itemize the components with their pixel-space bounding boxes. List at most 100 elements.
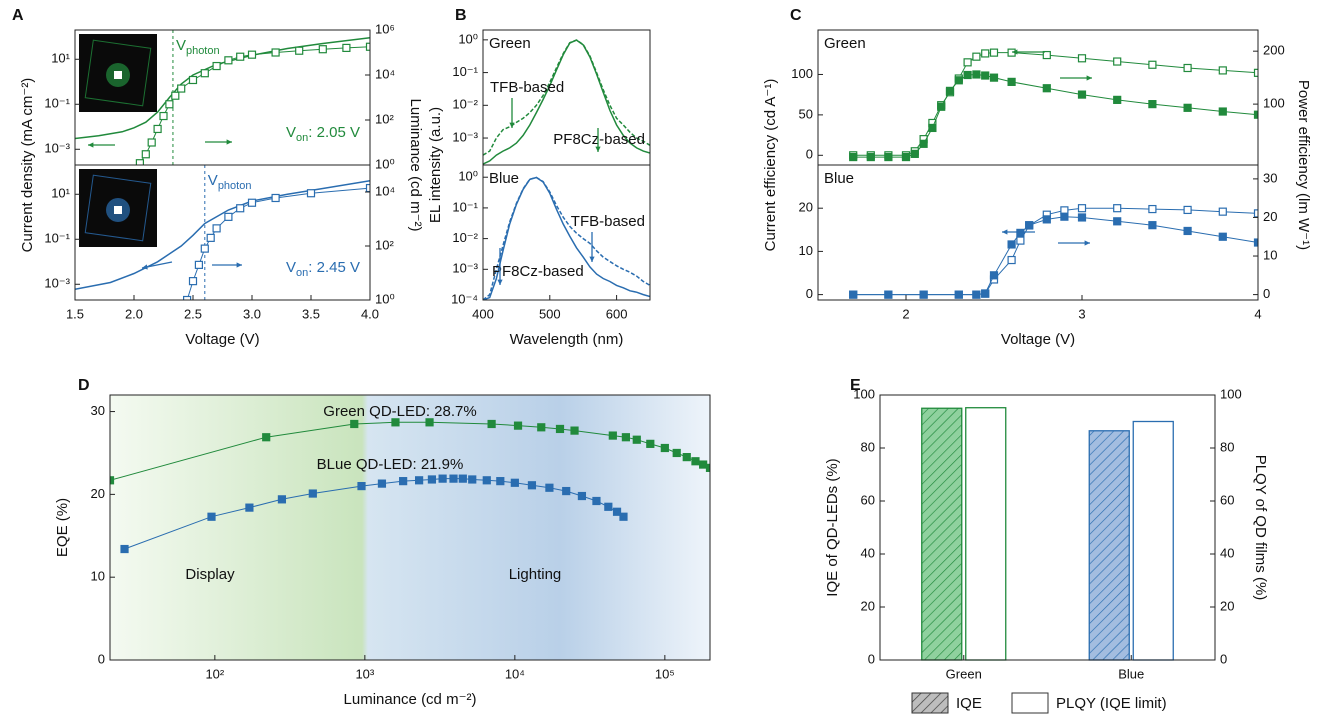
data-point: [981, 289, 990, 298]
subplot-label: Green: [489, 35, 531, 52]
y-tick-label: 20: [799, 200, 813, 215]
data-point: [224, 212, 233, 221]
data-line: [853, 73, 1258, 158]
y2-tick-label: 100: [1263, 96, 1285, 111]
arrow-head: [88, 142, 94, 148]
subplot-label: Green: [824, 35, 866, 52]
data-point: [1218, 66, 1227, 75]
v-photon-sub: photon: [218, 180, 252, 192]
data-point: [1007, 240, 1016, 249]
v-photon-label: Vphoton: [176, 37, 220, 57]
data-point: [989, 271, 999, 280]
background: [110, 395, 710, 660]
y-tick-label: 0: [98, 651, 105, 666]
data-point: [646, 439, 655, 448]
x-tick-label: 10⁵: [655, 666, 675, 681]
data-point: [1218, 207, 1227, 216]
data-point: [415, 476, 424, 485]
y-axis-title: Current efficiency (cd A⁻¹): [762, 79, 779, 252]
y-tick-label: 10⁻³: [44, 276, 70, 291]
data-point: [212, 61, 221, 71]
plot-area: [75, 30, 370, 165]
data-point: [682, 453, 691, 462]
y2-tick-label: 20: [1263, 209, 1277, 224]
subplot-label: Blue: [824, 170, 854, 187]
turn-on-sub: on: [296, 267, 308, 279]
y2-tick-label: 20: [1220, 598, 1234, 613]
turn-on-label: Von: 2.05 V: [286, 124, 360, 144]
x-axis-title: Voltage (V): [1001, 331, 1075, 348]
data-point: [1113, 204, 1122, 213]
data-point: [1016, 228, 1025, 237]
y2-tick-label: 10²: [375, 111, 394, 126]
data-point: [919, 290, 928, 299]
data-point: [705, 463, 710, 472]
y-tick-label: 0: [806, 147, 813, 162]
plot-frame: [74, 164, 371, 301]
data-point: [972, 290, 981, 299]
panel-letter: A: [12, 7, 24, 24]
data-point: [612, 507, 622, 516]
data-point: [513, 421, 523, 430]
data-point: [1253, 110, 1258, 119]
x-tick-label: 4: [1254, 306, 1261, 321]
data-point: [619, 512, 628, 521]
data-line: [483, 176, 650, 300]
data-point: [981, 49, 990, 58]
y-tick-label: 10⁻¹: [44, 231, 70, 246]
y2-tick-label: 100: [1220, 386, 1242, 401]
data-point: [1148, 100, 1157, 109]
data-point: [545, 483, 554, 492]
data-point: [866, 152, 875, 162]
data-point: [555, 424, 565, 434]
data-point: [399, 477, 408, 486]
data-line: [483, 176, 650, 300]
data-point: [236, 52, 245, 61]
data-point: [981, 71, 990, 80]
data-point: [212, 224, 221, 233]
data-point: [1148, 204, 1157, 214]
plot-area: [75, 165, 370, 300]
data-point: [318, 45, 327, 54]
data-point: [1113, 57, 1122, 66]
data-point: [357, 481, 366, 491]
data-point: [954, 290, 963, 299]
data-point: [928, 123, 937, 133]
inset-pixel: [114, 206, 122, 214]
data-point: [989, 73, 999, 82]
series-label: BLue QD-LED: 21.9%: [317, 456, 464, 473]
y-tick-label: 10⁻²: [452, 230, 478, 245]
data-point: [159, 111, 168, 121]
data-point: [1148, 221, 1157, 230]
plot-area: [483, 39, 650, 165]
turn-on-value: : 2.05 V: [308, 124, 360, 141]
data-point: [271, 48, 280, 57]
data-point: [110, 476, 115, 485]
arrow-head: [589, 256, 595, 262]
data-point: [365, 42, 370, 51]
y2-axis-title: Luminance (cd m⁻²): [407, 99, 424, 232]
data-point: [207, 512, 216, 521]
panel-letter: B: [455, 7, 467, 24]
y-tick-label: 0: [868, 651, 875, 666]
data-point: [1007, 77, 1016, 86]
plot-frame: [817, 164, 1259, 301]
x-tick-label: 400: [472, 306, 494, 321]
y2-tick-label: 0: [1220, 651, 1227, 666]
arrow-head: [497, 279, 503, 285]
y-tick-label: 10⁰: [458, 169, 478, 184]
x-tick-label: 10³: [355, 666, 374, 681]
y2-tick-label: 10⁴: [375, 66, 395, 81]
y-axis-title: IQE of QD-LEDs (%): [824, 458, 841, 596]
y2-tick-label: 10⁴: [375, 183, 395, 198]
data-point: [884, 290, 893, 299]
data-point: [391, 418, 400, 427]
x-tick-label: 3.0: [243, 306, 261, 321]
data-point: [427, 475, 437, 484]
v-photon-main: V: [208, 172, 218, 189]
data-point: [147, 138, 156, 147]
plot-frame: [817, 29, 1259, 166]
data-point: [188, 277, 198, 286]
data-point: [171, 91, 180, 100]
data-point: [141, 150, 150, 159]
